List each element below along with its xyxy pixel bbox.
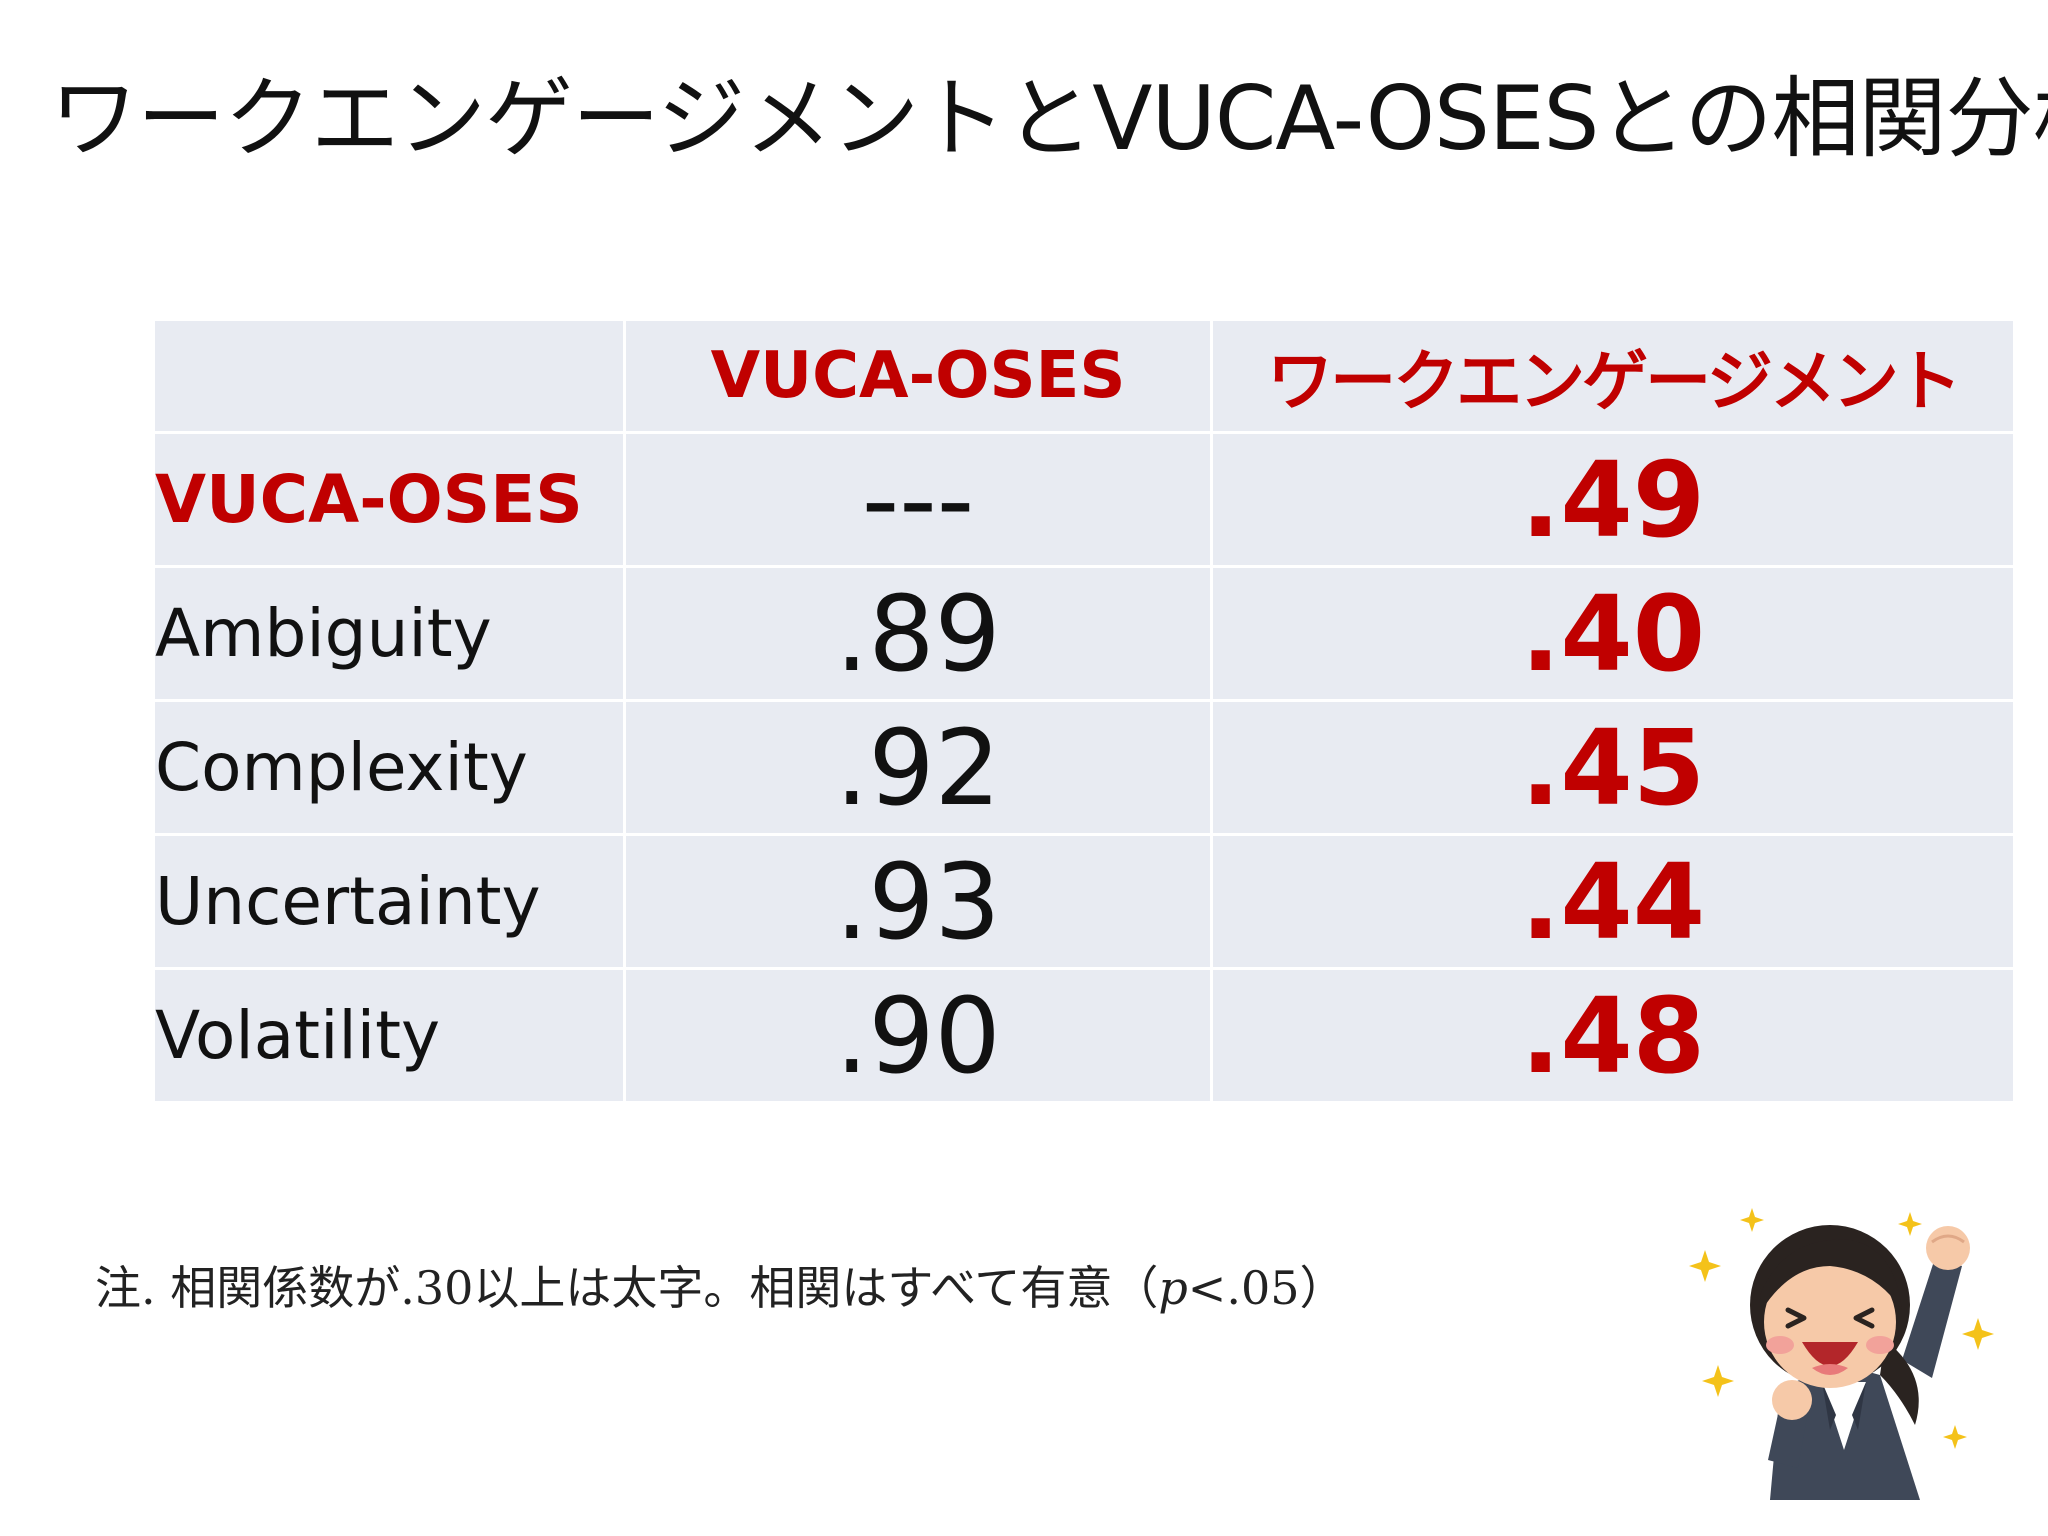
cell-vuca-value: .92 xyxy=(623,699,1213,836)
row-label-complexity: Complexity xyxy=(152,699,626,836)
cell-we-value: .40 xyxy=(1210,565,2016,702)
footnote: 注. 相関係数が.30以上は太字。相関はすべて有意（p<.05） xyxy=(95,1252,1346,1318)
sparkle-star-icon xyxy=(1689,1208,1994,1449)
table-header-row: VUCA-OSES ワークエンゲージメント xyxy=(152,318,2016,434)
footnote-suffix: <.05） xyxy=(1187,1261,1346,1315)
cell-we-value: .49 xyxy=(1210,431,2016,568)
row-label-vuca-oses: VUCA-OSES xyxy=(152,431,626,568)
row-label-uncertainty: Uncertainty xyxy=(152,833,626,970)
table-row: Volatility .90 .48 xyxy=(152,967,2016,1104)
header-work-engagement: ワークエンゲージメント xyxy=(1210,318,2016,434)
cell-we-value: .44 xyxy=(1210,833,2016,970)
row-label-volatility: Volatility xyxy=(152,967,626,1104)
cell-vuca-value: .90 xyxy=(623,967,1213,1104)
cell-vuca-value: .93 xyxy=(623,833,1213,970)
footnote-prefix: 注. 相関係数が.30以上は太字。相関はすべて有意（ xyxy=(95,1261,1159,1315)
cell-vuca-value: .89 xyxy=(623,565,1213,702)
correlation-table: VUCA-OSES ワークエンゲージメント VUCA-OSES --- .49 … xyxy=(152,318,2016,1104)
table-row: VUCA-OSES --- .49 xyxy=(152,431,2016,568)
slide-title: ワークエンゲージメントとVUCA-OSESとの相関分析 xyxy=(50,67,2048,170)
table-row: Complexity .92 .45 xyxy=(152,699,2016,836)
cell-vuca-value: --- xyxy=(623,431,1213,568)
header-vuca-oses: VUCA-OSES xyxy=(623,318,1213,434)
cell-we-value: .45 xyxy=(1210,699,2016,836)
header-empty-cell xyxy=(152,318,626,434)
table-row: Uncertainty .93 .44 xyxy=(152,833,2016,970)
row-label-ambiguity: Ambiguity xyxy=(152,565,626,702)
table-row: Ambiguity .89 .40 xyxy=(152,565,2016,702)
cell-we-value: .48 xyxy=(1210,967,2016,1104)
footnote-p-symbol: p xyxy=(1158,1261,1188,1315)
cheering-businesswoman-illustration xyxy=(1689,1208,1994,1500)
